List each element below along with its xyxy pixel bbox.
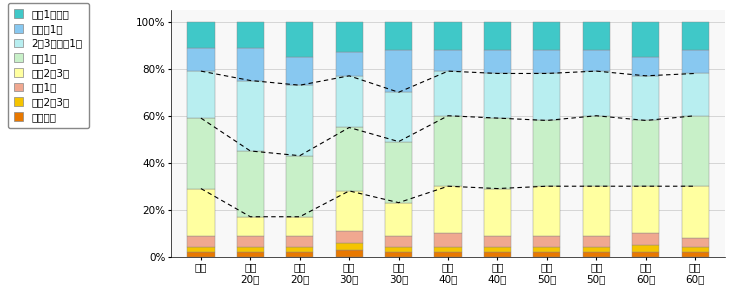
Bar <box>286 156 313 217</box>
Bar <box>385 22 412 50</box>
Bar <box>237 252 264 257</box>
Bar <box>632 57 659 76</box>
Bar <box>385 142 412 203</box>
Bar <box>582 50 610 71</box>
Bar <box>632 245 659 252</box>
Bar <box>434 50 461 71</box>
Bar <box>335 231 363 242</box>
Bar <box>286 57 313 85</box>
Bar <box>632 186 659 233</box>
Bar <box>484 189 511 236</box>
Bar <box>434 22 461 50</box>
Bar <box>385 203 412 236</box>
Bar <box>335 250 363 257</box>
Bar <box>237 151 264 217</box>
Bar <box>682 73 709 116</box>
Bar <box>385 252 412 257</box>
Bar <box>286 247 313 252</box>
Bar <box>582 247 610 252</box>
Bar <box>286 252 313 257</box>
Bar <box>237 247 264 252</box>
Bar <box>534 50 561 73</box>
Bar <box>484 50 511 73</box>
Bar <box>582 186 610 236</box>
Bar <box>286 217 313 236</box>
Bar <box>682 247 709 252</box>
Bar <box>534 236 561 247</box>
Bar <box>434 186 461 233</box>
Bar <box>187 118 214 189</box>
Bar <box>335 128 363 191</box>
Bar <box>385 236 412 247</box>
Bar <box>682 116 709 186</box>
Bar <box>434 71 461 116</box>
Bar <box>682 22 709 50</box>
Bar <box>385 247 412 252</box>
Bar <box>682 50 709 73</box>
Bar <box>335 242 363 250</box>
Bar <box>434 116 461 186</box>
Bar <box>484 118 511 189</box>
Bar <box>484 236 511 247</box>
Bar <box>484 22 511 50</box>
Bar <box>632 252 659 257</box>
Bar <box>632 76 659 120</box>
Bar <box>582 252 610 257</box>
Bar <box>187 22 214 48</box>
Bar <box>385 92 412 142</box>
Bar <box>534 73 561 120</box>
Legend: 年に1回以下, 半年に1回, 2～3カ月に1回, 月に1回, 月に2～3回, 週に1回, 週に2～3回, ほぼ毎日: 年に1回以下, 半年に1回, 2～3カ月に1回, 月に1回, 月に2～3回, 週… <box>7 3 89 128</box>
Bar <box>632 22 659 57</box>
Bar <box>434 247 461 252</box>
Bar <box>237 48 264 81</box>
Bar <box>484 252 511 257</box>
Bar <box>582 22 610 50</box>
Bar <box>682 252 709 257</box>
Bar <box>582 71 610 116</box>
Bar <box>534 120 561 186</box>
Bar <box>434 233 461 247</box>
Bar <box>582 236 610 247</box>
Bar <box>187 236 214 247</box>
Bar <box>534 186 561 236</box>
Bar <box>335 22 363 52</box>
Bar <box>484 73 511 118</box>
Bar <box>582 116 610 186</box>
Bar <box>237 81 264 151</box>
Bar <box>534 22 561 50</box>
Bar <box>335 76 363 128</box>
Bar <box>434 252 461 257</box>
Bar <box>187 71 214 118</box>
Bar <box>484 247 511 252</box>
Bar <box>682 238 709 247</box>
Bar <box>187 48 214 71</box>
Bar <box>682 186 709 238</box>
Bar <box>632 233 659 245</box>
Bar <box>237 217 264 236</box>
Bar <box>237 22 264 48</box>
Bar <box>286 22 313 57</box>
Bar <box>286 236 313 247</box>
Bar <box>534 247 561 252</box>
Bar <box>237 236 264 247</box>
Bar <box>335 52 363 76</box>
Bar <box>187 247 214 252</box>
Bar <box>187 189 214 236</box>
Bar <box>385 50 412 92</box>
Bar <box>335 191 363 231</box>
Bar <box>286 85 313 156</box>
Bar <box>632 120 659 186</box>
Bar <box>187 252 214 257</box>
Bar <box>534 252 561 257</box>
